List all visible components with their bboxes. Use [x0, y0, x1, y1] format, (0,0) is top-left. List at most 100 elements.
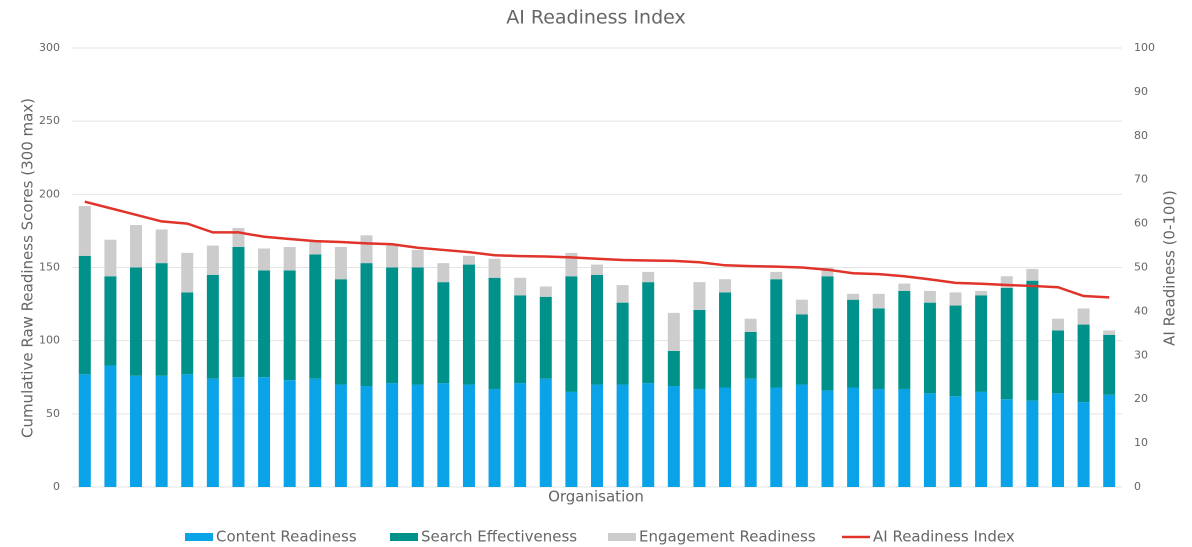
bar — [667, 350, 680, 387]
bar — [744, 378, 757, 487]
bar — [898, 388, 911, 487]
legend-label: AI Readiness Index — [873, 528, 1015, 546]
bar — [232, 227, 245, 248]
bar — [847, 387, 860, 487]
bar — [642, 271, 655, 283]
bar — [719, 292, 732, 388]
bar — [923, 302, 936, 394]
legend-swatch — [185, 533, 213, 541]
bar — [1026, 280, 1039, 401]
bar — [744, 318, 757, 332]
bar — [258, 377, 271, 487]
y2-tick-label: 10 — [1134, 436, 1148, 449]
bar — [386, 383, 399, 487]
bar — [206, 245, 219, 275]
bar — [411, 267, 424, 385]
bar — [104, 239, 117, 277]
bar — [437, 282, 450, 384]
bar — [591, 274, 603, 385]
bar — [334, 279, 347, 385]
y2-tick-label: 50 — [1134, 261, 1148, 274]
y-tick-label: 200 — [39, 187, 60, 200]
bar — [309, 241, 322, 255]
bar — [949, 305, 962, 397]
y2-tick-label: 100 — [1134, 41, 1155, 54]
bar — [923, 290, 936, 303]
bar — [591, 264, 603, 275]
bar — [514, 295, 527, 384]
y-tick-label: 50 — [46, 407, 60, 420]
bar — [898, 283, 911, 291]
bar — [744, 331, 757, 379]
bar — [719, 279, 732, 293]
bar — [719, 387, 732, 487]
bar — [1103, 394, 1116, 487]
bar — [232, 377, 245, 487]
bar — [975, 295, 988, 392]
y-tick-label: 100 — [39, 334, 60, 347]
bar — [872, 308, 885, 389]
bar — [130, 375, 143, 487]
bar — [206, 274, 219, 379]
y-tick-label: 150 — [39, 261, 60, 274]
bar — [258, 248, 271, 271]
bar — [386, 267, 399, 384]
bar — [462, 264, 475, 385]
bar — [104, 276, 117, 366]
bar — [565, 391, 578, 487]
bar — [1077, 308, 1090, 325]
bar — [334, 384, 347, 487]
bar — [923, 393, 936, 487]
bar — [693, 388, 706, 487]
bar — [130, 225, 143, 268]
bar — [78, 374, 91, 487]
y2-tick-label: 70 — [1134, 173, 1148, 186]
bar — [949, 292, 962, 306]
bar — [155, 229, 168, 264]
bar — [616, 285, 629, 303]
bar — [1077, 324, 1090, 403]
bar — [514, 383, 527, 487]
bar — [872, 388, 885, 487]
bar — [821, 267, 834, 277]
line — [84, 200, 1110, 299]
bar — [1000, 399, 1013, 487]
bar — [770, 271, 783, 280]
bar — [667, 386, 680, 487]
bar — [78, 206, 91, 256]
bar — [616, 302, 629, 385]
legend-label: Content Readiness — [216, 528, 357, 546]
y-tick-label: 0 — [53, 480, 60, 493]
bar — [1103, 334, 1116, 395]
bar — [232, 247, 245, 378]
bar — [642, 383, 655, 487]
bar — [847, 293, 860, 300]
bar — [155, 263, 168, 376]
bar — [821, 390, 834, 487]
bar — [309, 378, 322, 487]
y2-tick-label: 90 — [1134, 85, 1148, 98]
bar — [795, 314, 808, 385]
bar — [130, 267, 143, 376]
bar — [975, 391, 988, 487]
bar — [795, 299, 808, 315]
bar — [334, 247, 347, 280]
bar — [1000, 287, 1013, 400]
bar — [488, 258, 501, 278]
bar — [539, 378, 552, 487]
bar — [1077, 402, 1090, 487]
bar — [616, 384, 629, 487]
chart-title: AI Readiness Index — [506, 7, 686, 29]
bar — [283, 380, 296, 487]
bar — [78, 255, 91, 375]
bar — [642, 282, 655, 384]
bar — [488, 388, 501, 487]
bar — [1051, 318, 1064, 331]
bar — [206, 378, 219, 487]
bar — [258, 270, 271, 378]
bar — [181, 292, 194, 375]
y2-axis-title: AI Readiness (0-100) — [1161, 190, 1179, 346]
y-tick-label: 250 — [39, 114, 60, 127]
y-tick-label: 300 — [39, 41, 60, 54]
